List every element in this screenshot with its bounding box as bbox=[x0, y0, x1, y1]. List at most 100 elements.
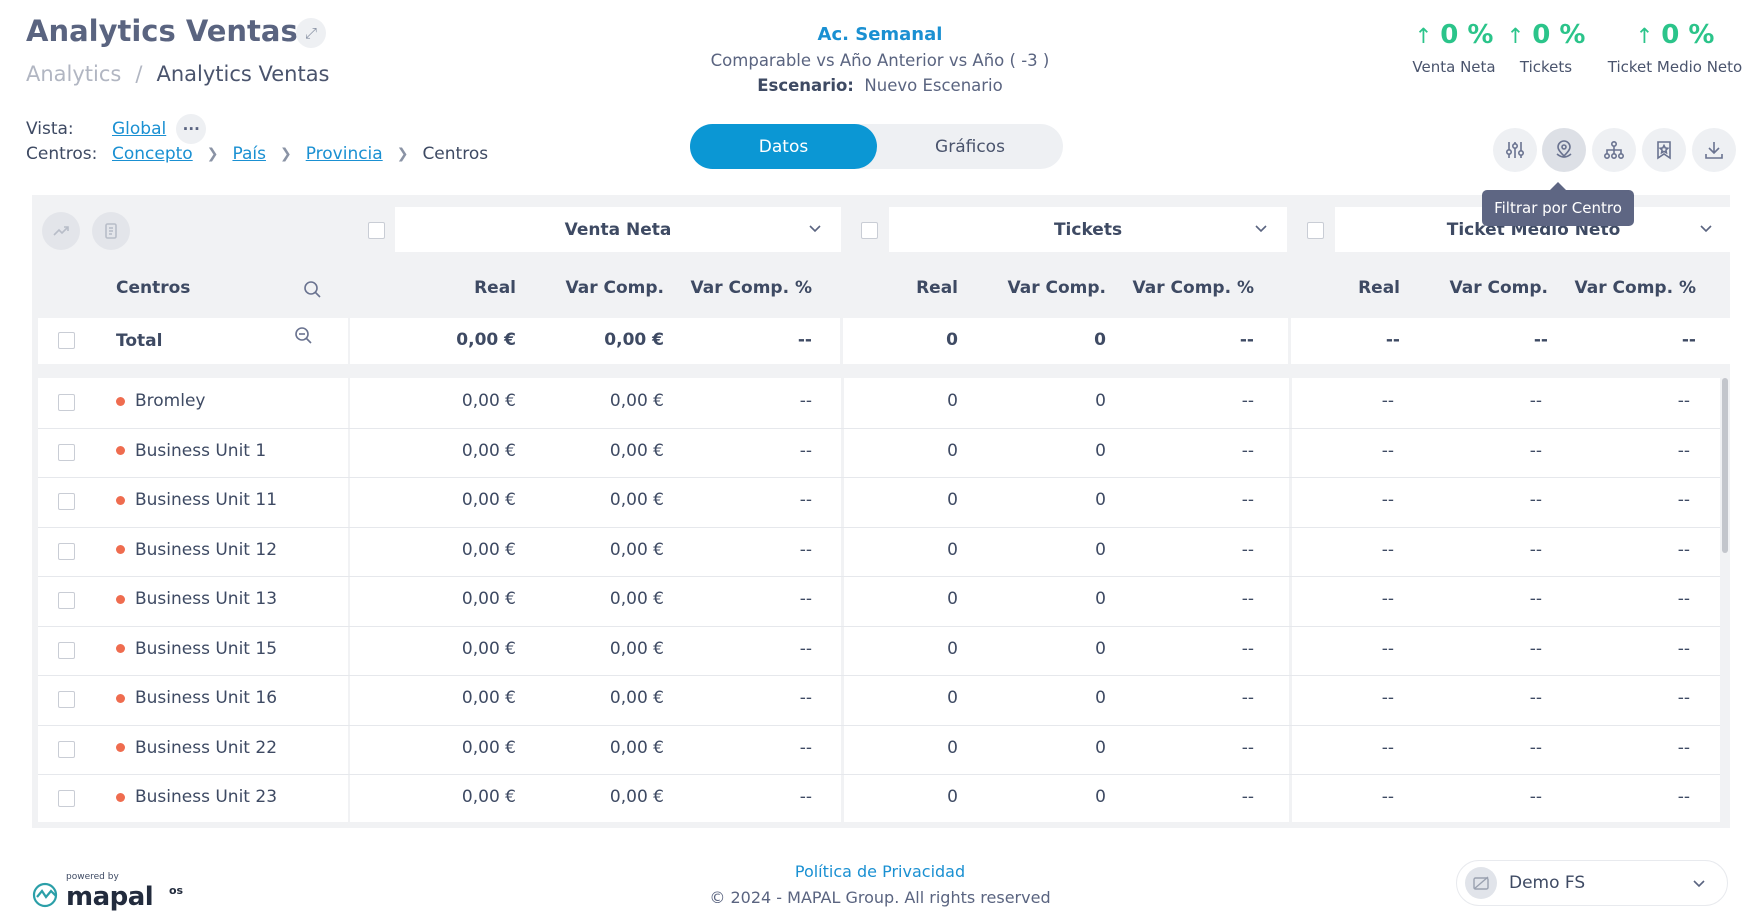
row-label: Business Unit 16 bbox=[116, 688, 277, 708]
table-cell: -- bbox=[1529, 440, 1542, 461]
total-cell-group bbox=[350, 318, 840, 364]
table-cell: 0,00 € bbox=[609, 490, 664, 510]
row-checkbox[interactable] bbox=[58, 790, 75, 807]
table-cell: 0 bbox=[947, 490, 958, 510]
row-checkbox[interactable] bbox=[58, 592, 75, 609]
row-checkbox[interactable] bbox=[58, 641, 75, 659]
group-checkbox-ticket-medio-neto[interactable] bbox=[1307, 222, 1324, 239]
table-cell: -- bbox=[1677, 490, 1690, 510]
row-label: Business Unit 23 bbox=[116, 787, 277, 807]
column-header: Var Comp. % bbox=[1132, 278, 1254, 298]
report-icon[interactable] bbox=[92, 212, 130, 250]
row-label: Business Unit 15 bbox=[116, 639, 277, 659]
total-value: -- bbox=[1681, 330, 1696, 350]
row-name: Business Unit 16 bbox=[135, 688, 278, 708]
table-cell: -- bbox=[1241, 787, 1254, 807]
download-icon[interactable] bbox=[1692, 128, 1736, 172]
rows-group-ticket-medio bbox=[1292, 378, 1720, 822]
arrow-up-icon: ↑ bbox=[1506, 24, 1525, 48]
row-divider bbox=[38, 526, 1720, 528]
table-cell: -- bbox=[799, 539, 812, 560]
group-label: Tickets bbox=[1053, 219, 1123, 240]
row-divider bbox=[38, 774, 1720, 775]
kpi-value: 0 % bbox=[1532, 20, 1586, 50]
location-pin-icon[interactable] bbox=[1542, 128, 1586, 172]
table-cell: -- bbox=[1381, 490, 1394, 510]
table-cell: 0,00 € bbox=[461, 490, 516, 510]
row-name: Bromley bbox=[135, 391, 206, 411]
table-cell: 0,00 € bbox=[609, 737, 664, 758]
table-cell: 0 bbox=[947, 589, 958, 609]
group-checkbox-venta-neta[interactable] bbox=[368, 222, 385, 239]
tab-datos[interactable]: Datos bbox=[690, 124, 877, 169]
status-dot-icon bbox=[116, 693, 125, 703]
tab-graficos[interactable]: Gráficos bbox=[935, 136, 1005, 157]
more-options-icon[interactable]: ··· bbox=[176, 114, 207, 144]
kpi-value: 0 % bbox=[1661, 20, 1715, 50]
row-label: Business Unit 1 bbox=[116, 441, 266, 461]
period-title[interactable]: Ac. Semanal bbox=[817, 24, 943, 45]
row-checkbox[interactable] bbox=[58, 493, 75, 510]
table-cell: 0,00 € bbox=[461, 440, 516, 461]
table-cell: -- bbox=[799, 440, 812, 461]
chevron-down-icon bbox=[809, 225, 821, 233]
row-checkbox[interactable] bbox=[58, 740, 75, 758]
row-divider bbox=[38, 576, 1720, 577]
centros-link-provincia[interactable]: Provincia bbox=[305, 144, 383, 164]
centros-label: Centros: bbox=[26, 144, 98, 164]
row-checkbox[interactable] bbox=[58, 542, 75, 560]
account-name: Demo FS bbox=[1509, 873, 1586, 893]
kpi-venta-neta: ↑ 0 % Venta Neta bbox=[1394, 20, 1514, 76]
centros-link-concepto[interactable]: Concepto bbox=[112, 144, 193, 164]
table-cell: -- bbox=[799, 638, 812, 659]
zoom-out-icon[interactable] bbox=[294, 326, 313, 349]
table-cell: -- bbox=[1529, 787, 1542, 807]
row-name: Business Unit 23 bbox=[135, 787, 278, 807]
table-cell: 0 bbox=[1095, 787, 1106, 807]
chevron-down-icon bbox=[1700, 225, 1712, 233]
row-divider bbox=[38, 675, 1720, 676]
mapal-logo: powered by mapal os bbox=[32, 872, 192, 912]
table-cell: -- bbox=[1529, 737, 1542, 758]
scenario-label: Escenario: bbox=[757, 76, 854, 95]
rows-group-venta-neta bbox=[350, 378, 841, 822]
group-select-venta-neta[interactable]: Venta Neta bbox=[395, 207, 841, 252]
centros-link-pais[interactable]: País bbox=[232, 144, 266, 164]
search-icon[interactable] bbox=[303, 280, 322, 303]
row-checkbox[interactable] bbox=[58, 691, 75, 708]
hierarchy-icon[interactable] bbox=[1592, 128, 1636, 172]
table-cell: 0 bbox=[1095, 490, 1106, 510]
table-cell: -- bbox=[1241, 638, 1254, 659]
table-cell: 0 bbox=[1095, 737, 1106, 758]
table-cell: -- bbox=[1241, 737, 1254, 758]
row-divider bbox=[38, 625, 1720, 627]
breadcrumb-item-analytics[interactable]: Analytics bbox=[26, 62, 122, 86]
account-selector[interactable]: Demo FS bbox=[1456, 860, 1728, 906]
trend-icon[interactable] bbox=[42, 212, 80, 250]
total-value: 0,00 € bbox=[604, 330, 664, 350]
table-cell: 0,00 € bbox=[609, 787, 664, 807]
table-cell: -- bbox=[1381, 688, 1394, 708]
vista-link[interactable]: Global bbox=[112, 119, 167, 139]
vertical-scrollbar[interactable] bbox=[1722, 378, 1728, 553]
bookmark-star-icon[interactable] bbox=[1642, 128, 1686, 172]
table-cell: -- bbox=[1381, 787, 1394, 807]
table-cell: 0 bbox=[947, 638, 958, 659]
kpi-label: Ticket Medio Neto bbox=[1607, 58, 1743, 76]
privacy-link[interactable]: Política de Privacidad bbox=[794, 862, 966, 881]
group-checkbox-tickets[interactable] bbox=[861, 222, 878, 239]
expand-icon[interactable]: ⤢ bbox=[296, 18, 326, 48]
table-cell: 0 bbox=[1095, 440, 1106, 461]
table-cell: 0 bbox=[1095, 391, 1106, 411]
sliders-icon[interactable] bbox=[1493, 128, 1537, 172]
row-checkbox[interactable] bbox=[58, 394, 75, 411]
table-cell: -- bbox=[799, 490, 812, 510]
column-header: Real bbox=[916, 278, 958, 298]
group-select-tickets[interactable]: Tickets bbox=[889, 207, 1287, 252]
arrow-up-icon: ↑ bbox=[1414, 24, 1433, 48]
total-checkbox[interactable] bbox=[58, 332, 75, 349]
row-checkbox[interactable] bbox=[58, 443, 75, 461]
kpi-label: Tickets bbox=[1519, 58, 1573, 76]
row-label: Business Unit 22 bbox=[116, 738, 277, 758]
table-cell: 0 bbox=[947, 688, 958, 708]
